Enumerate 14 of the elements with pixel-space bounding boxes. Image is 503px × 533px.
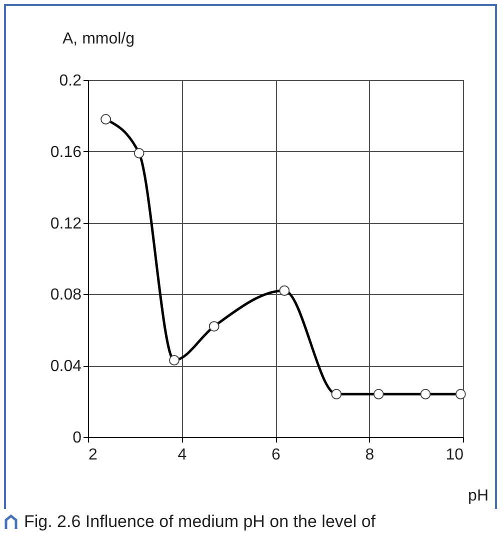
y-tick-label: 0.08 bbox=[50, 286, 82, 304]
y-tick-label: 0.04 bbox=[50, 358, 82, 376]
y-axis-title: A, mmol/g bbox=[62, 30, 135, 48]
x-axis-title: pH bbox=[468, 488, 488, 504]
x-tick-label: 6 bbox=[272, 446, 281, 464]
x-tick-label: 4 bbox=[178, 446, 187, 464]
caption: Fig. 2.6 Influence of medium pH on the level of bbox=[24, 512, 376, 532]
x-tick-label: 10 bbox=[446, 446, 464, 464]
y-tick-label: 0 bbox=[72, 430, 82, 446]
y-tick-label: 0.12 bbox=[50, 215, 82, 232]
y-tick-label: 0.16 bbox=[50, 144, 82, 161]
x-tick-label: 2 bbox=[88, 446, 98, 464]
y-tick-label: 0.2 bbox=[59, 72, 82, 90]
x-tick-label: 8 bbox=[365, 446, 374, 464]
